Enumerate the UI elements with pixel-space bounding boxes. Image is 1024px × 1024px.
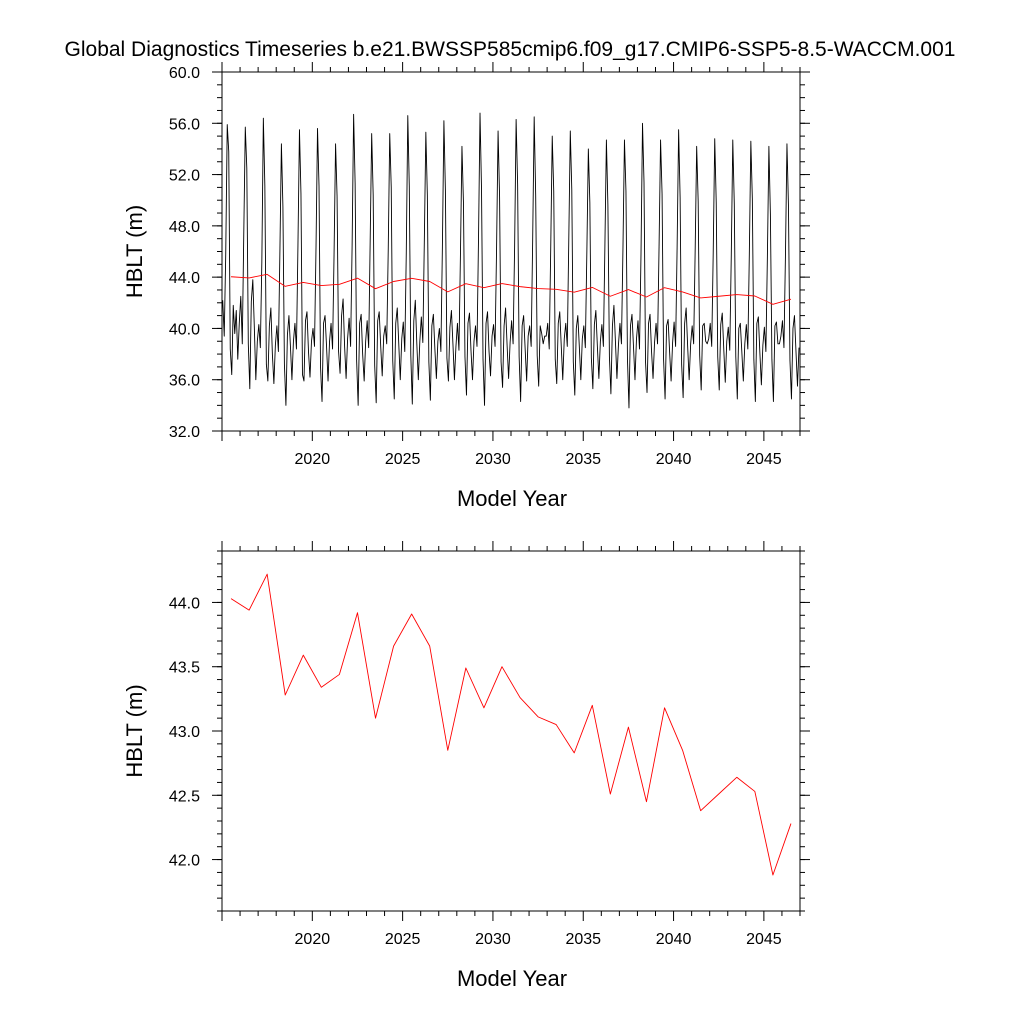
panel1-y-tick-label: 52.0 <box>169 168 200 185</box>
panel1-y-tick-label: 40.0 <box>169 321 200 338</box>
panel2-y-tick-label: 44.0 <box>169 595 200 612</box>
panel2-x-tick-label: 2020 <box>295 931 331 948</box>
panel2-y-axis-title: HBLT (m) <box>122 684 147 777</box>
panel1-y-tick-label: 48.0 <box>169 219 200 236</box>
panel2-x-axis-title: Model Year <box>457 966 567 991</box>
panel2-x-tick-label: 2045 <box>746 931 782 948</box>
bottom-panel: 2020 2025 2030 2035 2040 2045 42.0 42.5 43.0 43.5… <box>122 541 810 991</box>
panel1-series-1-line <box>222 112 800 409</box>
panel1-y-tick-label: 32.0 <box>169 424 200 441</box>
panel2-x-tick-label: 2025 <box>385 931 421 948</box>
figure-title: Global Diagnostics Timeseries b.e21.BWSS… <box>65 38 956 61</box>
panel2-plot-frame <box>221 550 801 912</box>
panel1-y-axis-title: HBLT (m) <box>122 205 147 298</box>
panel1-y-tick-label: 60.0 <box>169 65 200 82</box>
panel1-y-tick-label: 44.0 <box>169 270 200 287</box>
panel1-x-tick-label: 2020 <box>295 451 331 468</box>
panel2-y-tick-label: 43.5 <box>169 660 200 677</box>
panel2-x-tick-label: 2030 <box>475 931 511 948</box>
top-panel: 2020 2025 2030 2035 2040 2045 32.0 36.0 40.0 44.0… <box>122 62 810 511</box>
panel1-x-tick-label: 2035 <box>565 451 601 468</box>
panel2-x-tick-label: 2040 <box>656 931 692 948</box>
panel1-x-tick-label: 2025 <box>385 451 421 468</box>
panel1-y-tick-label: 56.0 <box>169 116 200 133</box>
panel1-x-axis-title: Model Year <box>457 486 567 511</box>
panel1-series-2-line <box>231 273 792 305</box>
panel1-y-tick-label: 36.0 <box>169 373 200 390</box>
panel1-x-tick-label: 2045 <box>746 451 782 468</box>
panel2-x-tick-label: 2035 <box>565 931 601 948</box>
panel1-x-tick-label: 2040 <box>656 451 692 468</box>
panel2-y-tick-label: 42.5 <box>169 788 200 805</box>
panel2-y-tick-label: 42.0 <box>169 853 200 870</box>
panel1-x-tick-label: 2030 <box>475 451 511 468</box>
panel2-series-1-line <box>230 573 792 876</box>
panel2-y-tick-label: 43.0 <box>169 724 200 741</box>
